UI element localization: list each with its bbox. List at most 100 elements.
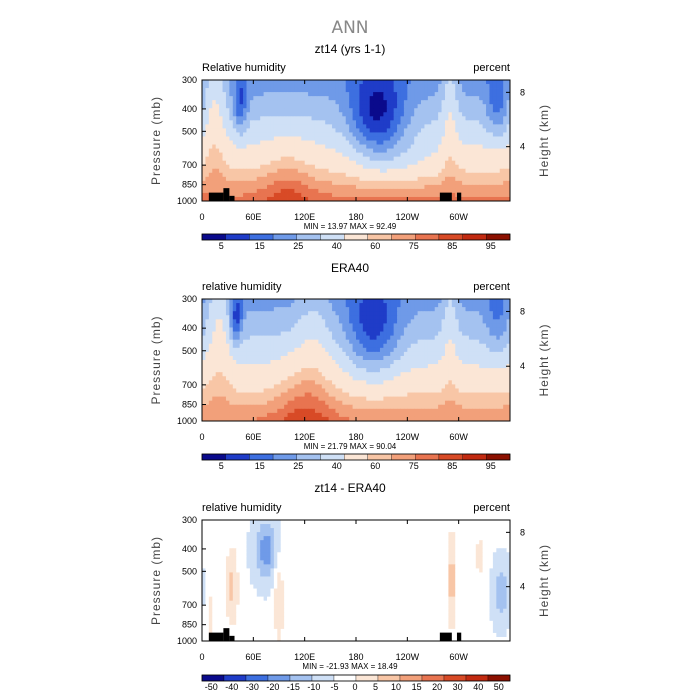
heatmap-cell xyxy=(202,84,206,89)
heatmap-cell xyxy=(503,299,507,304)
heatmap-cell xyxy=(290,335,295,341)
heatmap-cell xyxy=(328,168,333,174)
heatmap-cell xyxy=(386,368,391,373)
heatmap-cell xyxy=(273,364,278,369)
heatmap-cell xyxy=(328,360,333,365)
heatmap-cell xyxy=(482,384,487,389)
heatmap-cell xyxy=(506,335,511,341)
heatmap-cell xyxy=(414,196,418,202)
heatmap-cell xyxy=(451,112,456,117)
heatmap-cell xyxy=(444,372,449,377)
heatmap-cell xyxy=(438,331,442,336)
heatmap-cell xyxy=(277,323,282,328)
heatmap-cell xyxy=(482,372,487,377)
heatmap-cell xyxy=(386,311,391,316)
heatmap-cell xyxy=(325,339,330,345)
heatmap-cell xyxy=(462,311,466,316)
heatmap-cell xyxy=(427,160,432,166)
heatmap-cell xyxy=(208,96,213,101)
heatmap-cell xyxy=(294,351,299,357)
heatmap-cell xyxy=(431,376,436,381)
heatmap-cell xyxy=(503,104,507,109)
heatmap-cell xyxy=(479,327,484,332)
heatmap-cell xyxy=(455,384,460,389)
heatmap-cell xyxy=(219,156,223,162)
heatmap-cell xyxy=(263,184,268,190)
heatmap-cell xyxy=(462,315,466,320)
heatmap-cell xyxy=(246,80,251,85)
heatmap-cell xyxy=(407,343,412,349)
heatmap-cell xyxy=(455,376,460,381)
heatmap-cell xyxy=(246,124,251,129)
heatmap-cell xyxy=(424,347,429,353)
heatmap-cell xyxy=(256,176,261,182)
heatmap-cell xyxy=(468,92,473,97)
heatmap-cell xyxy=(362,335,367,341)
heatmap-cell xyxy=(441,392,446,397)
heatmap-cell xyxy=(455,176,460,182)
heatmap-cell xyxy=(431,364,436,369)
heatmap-cell xyxy=(465,368,470,373)
heatmap-cell xyxy=(290,140,295,145)
heatmap-cell xyxy=(448,368,453,373)
heatmap-cell xyxy=(451,196,456,202)
heatmap-cell xyxy=(342,384,347,389)
heatmap-cell xyxy=(349,384,353,389)
heatmap-cell xyxy=(366,311,371,316)
heatmap-cell xyxy=(496,148,501,153)
heatmap-cell xyxy=(215,176,220,182)
heatmap-cell xyxy=(328,80,333,85)
heatmap-cell xyxy=(304,172,309,178)
heatmap-cell xyxy=(434,303,439,308)
heatmap-cell xyxy=(332,148,336,153)
heatmap-cell xyxy=(356,108,360,113)
heatmap-cell xyxy=(465,92,470,97)
heatmap-cell xyxy=(325,315,330,320)
heatmap-cell xyxy=(479,128,484,133)
heatmap-cell xyxy=(366,128,371,133)
heatmap-cell xyxy=(277,327,282,332)
heatmap-cell xyxy=(232,180,237,186)
heatmap-cell xyxy=(359,372,364,377)
colorbar-swatch xyxy=(415,233,440,241)
heatmap-cell xyxy=(270,376,275,381)
heatmap-cell xyxy=(468,372,473,377)
heatmap-cell xyxy=(321,184,326,190)
heatmap-cell xyxy=(318,80,323,85)
heatmap-cell xyxy=(243,331,247,336)
heatmap-cell xyxy=(284,148,288,153)
heatmap-cell xyxy=(246,152,251,158)
heatmap-cell xyxy=(246,140,251,145)
heatmap-cell xyxy=(414,319,418,324)
heatmap-cell xyxy=(458,152,463,158)
heatmap-cell xyxy=(499,192,504,198)
heatmap-cell xyxy=(434,92,439,97)
heatmap-cell xyxy=(455,152,460,158)
heatmap-cell xyxy=(383,331,388,336)
heatmap-cell xyxy=(414,327,418,332)
heatmap-cell xyxy=(499,339,504,345)
heatmap-cell xyxy=(407,96,412,101)
heatmap-cell xyxy=(492,360,497,365)
heatmap-cell xyxy=(236,343,241,349)
heatmap-cell xyxy=(414,376,418,381)
heatmap-cell xyxy=(403,392,408,397)
heatmap-cell xyxy=(431,360,436,365)
heatmap-cell xyxy=(373,124,377,129)
heatmap-cell xyxy=(407,380,412,385)
heatmap-cell xyxy=(321,368,326,373)
heatmap-cell xyxy=(236,331,241,336)
heatmap-cell xyxy=(356,80,360,85)
heatmap-cell xyxy=(386,120,391,125)
heatmap-cell xyxy=(335,168,340,174)
heatmap-cell xyxy=(345,360,350,365)
heatmap-cell xyxy=(458,392,463,397)
heatmap-cell xyxy=(246,372,251,377)
heatmap-cell xyxy=(400,392,405,397)
heatmap-cell xyxy=(369,315,374,320)
heatmap-cell xyxy=(273,323,278,328)
heatmap-cell xyxy=(366,343,371,349)
heatmap-cell xyxy=(383,307,388,312)
heatmap-cell xyxy=(362,160,367,166)
heatmap-cell xyxy=(465,384,470,389)
